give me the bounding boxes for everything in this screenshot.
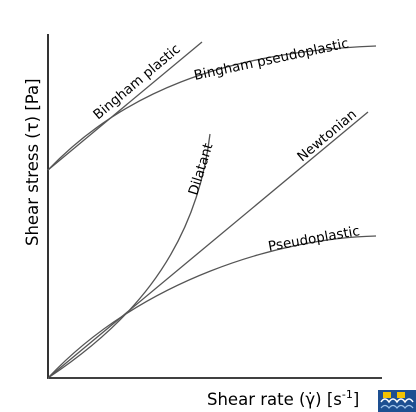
curve-bingham-plastic: [47, 41, 203, 171]
curve-pseudoplastic: [47, 235, 377, 379]
label-bingham-plastic: Bingham plastic: [90, 41, 183, 123]
label-dilatant: Dilatant: [186, 141, 217, 197]
x-axis-title-main: Shear rate (γ̇) [s: [207, 390, 342, 409]
curve-dilatant: [47, 133, 211, 379]
label-bingham-pseudoplastic: Bingham pseudoplastic: [193, 35, 351, 83]
x-axis-title: Shear rate (γ̇) [s-1]: [207, 388, 359, 409]
x-axis-title-sup: -1: [342, 388, 353, 401]
y-axis-title: Shear stress (τ) [Pa]: [23, 78, 42, 246]
x-axis-title-end: ]: [353, 390, 359, 409]
university-crest-icon: [378, 390, 416, 412]
curve-newtonian: [47, 111, 369, 379]
label-newtonian: Newtonian: [294, 106, 360, 165]
label-pseudoplastic: Pseudoplastic: [267, 223, 361, 255]
curve-bingham-pseudoplastic: [47, 45, 377, 171]
